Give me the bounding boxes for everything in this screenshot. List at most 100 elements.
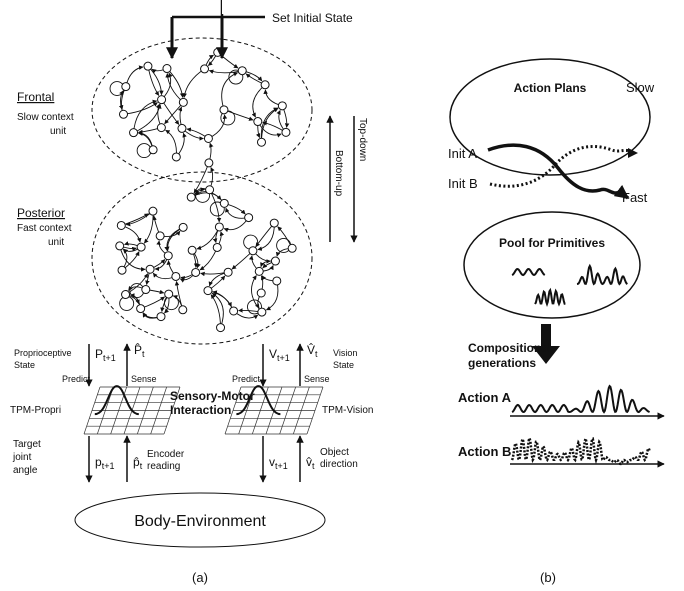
neuron	[187, 193, 195, 201]
sense-label: Sense	[131, 374, 157, 384]
neuron	[165, 290, 173, 298]
neuron	[116, 242, 124, 250]
symbol: P̂	[134, 342, 142, 357]
init-a: Init A	[448, 146, 477, 161]
pool-label: Pool for Primitives	[499, 236, 605, 250]
neuron	[238, 67, 246, 75]
vision-state: Vision	[333, 348, 357, 358]
neuron	[130, 129, 138, 137]
slow-label: Slow	[626, 80, 655, 95]
primitive	[512, 269, 545, 275]
posterior-line: unit	[48, 237, 64, 248]
proprio-sensed: P̂t	[134, 342, 145, 359]
neuron	[172, 272, 180, 280]
interaction: Sensory-Motor	[170, 389, 255, 403]
neuron	[117, 221, 125, 229]
neuron	[224, 268, 232, 276]
set-initial-state: Set Initial State	[272, 11, 353, 25]
init-b: Init B	[448, 176, 478, 191]
proprio-pred: Pt+1	[95, 347, 116, 363]
neuron	[201, 65, 209, 73]
sense-label: Sense	[304, 374, 330, 384]
neuron	[245, 214, 253, 222]
subscript: t	[140, 461, 143, 471]
neuron	[206, 186, 214, 194]
neuron	[257, 289, 265, 297]
neuron	[215, 223, 223, 231]
object-label: direction	[320, 459, 358, 470]
object-out: vt+1	[269, 455, 288, 471]
neuron	[178, 124, 186, 132]
neuron	[137, 305, 145, 313]
primitive	[535, 290, 565, 304]
object-in: v̂t	[306, 455, 315, 471]
figure: Set Initial State Frontal Slow context u…	[0, 0, 684, 591]
neuron	[204, 287, 212, 295]
predict-label: Predict	[232, 374, 261, 384]
neuron	[157, 313, 165, 321]
neuron	[230, 307, 238, 315]
subscript: t+1	[277, 353, 290, 363]
connection	[222, 73, 238, 110]
neuron	[156, 232, 164, 240]
caption: (b)	[540, 570, 556, 585]
neuron	[118, 266, 126, 274]
connection	[258, 223, 275, 250]
neuron	[149, 207, 157, 215]
neuron	[220, 199, 228, 207]
neuron	[137, 243, 145, 251]
neuron	[163, 65, 171, 73]
encoder-label: Encoder	[147, 449, 185, 460]
neuron	[213, 243, 221, 251]
symbol: V̂	[307, 342, 315, 357]
neuron	[122, 291, 130, 299]
neuron	[204, 134, 212, 142]
vision-state: State	[333, 360, 354, 370]
vision-sensed: V̂t	[307, 342, 318, 359]
subscript: t	[315, 349, 318, 359]
connection	[162, 100, 179, 125]
neuron	[179, 306, 187, 314]
frontal-title: Frontal	[17, 90, 54, 104]
motor-in: p̂t	[133, 455, 143, 471]
posterior-line: Fast context	[17, 223, 72, 234]
connection	[184, 69, 204, 98]
neuron	[249, 247, 257, 255]
action-a-trace	[512, 386, 650, 412]
neuron	[188, 246, 196, 254]
tpm-grid	[84, 386, 180, 434]
neuron	[172, 153, 180, 161]
neuron	[257, 138, 265, 146]
encoder-label: reading	[147, 461, 180, 472]
neuron	[270, 219, 278, 227]
slow-unit-boundary	[92, 38, 312, 182]
neuron	[157, 124, 165, 132]
subscript: t+1	[103, 353, 116, 363]
neuron	[205, 159, 213, 167]
neuron	[192, 268, 200, 276]
neuron	[149, 146, 157, 154]
neuron	[278, 102, 286, 110]
symbol: V	[269, 347, 277, 361]
action-plans: Action Plans	[514, 81, 587, 95]
neuron	[273, 277, 281, 285]
neuron	[164, 252, 172, 260]
proprio-state: Proprioceptive	[14, 348, 72, 358]
tpm-label: TPM-Vision	[322, 405, 374, 416]
caption: (a)	[192, 570, 208, 585]
motor-label: Target	[13, 439, 41, 450]
connection	[144, 211, 153, 243]
subscript: t	[142, 349, 145, 359]
fast-label: Fast	[622, 190, 648, 205]
frontal-line: Slow context	[17, 112, 74, 123]
connection	[253, 85, 265, 117]
action-a: Action A	[458, 390, 512, 405]
neuron	[258, 308, 266, 316]
neuron	[119, 110, 127, 118]
plan-b-curve	[490, 146, 632, 186]
subscript: t	[312, 461, 315, 471]
vision-pred: Vt+1	[269, 347, 290, 363]
network	[110, 48, 296, 331]
neuron	[122, 83, 130, 91]
top-down: Top-down	[357, 118, 368, 161]
